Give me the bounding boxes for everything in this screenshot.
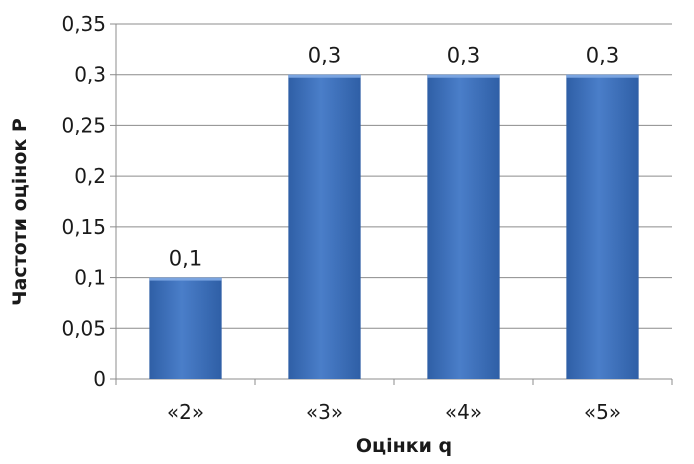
bar-top-highlight xyxy=(566,74,639,78)
bar xyxy=(149,277,222,379)
x-axis-title: Оцінки q xyxy=(356,435,452,457)
bar xyxy=(427,74,500,379)
data-label: 0,1 xyxy=(169,247,202,271)
bar xyxy=(288,74,361,379)
y-tick-label: 0 xyxy=(93,367,106,391)
data-label: 0,3 xyxy=(447,44,480,68)
x-tick-label: «2» xyxy=(167,400,204,424)
y-tick-label: 0,2 xyxy=(74,164,106,188)
y-tick-label: 0,1 xyxy=(74,266,106,290)
y-tick-labels: 0 0,05 0,1 0,15 0,2 0,25 0,3 0,35 xyxy=(61,12,106,391)
bar-top-highlight xyxy=(149,277,222,281)
y-tick-label: 0,3 xyxy=(74,63,106,87)
bar xyxy=(566,74,639,379)
bars: 0,1 0,3 0,3 0,3 xyxy=(149,44,639,379)
bar-top-highlight xyxy=(427,74,500,78)
x-tick-labels: «2» «3» «4» «5» xyxy=(167,400,621,424)
y-tick-label: 0,15 xyxy=(61,215,106,239)
y-axis-title: Частоти оцінок Р xyxy=(9,118,31,306)
x-tick-label: «5» xyxy=(584,400,621,424)
y-tick-label: 0,35 xyxy=(61,12,106,36)
x-tick-label: «4» xyxy=(445,400,482,424)
data-label: 0,3 xyxy=(586,44,619,68)
bar-top-highlight xyxy=(288,74,361,78)
y-tick-label: 0,05 xyxy=(61,316,106,340)
y-tick-label: 0,25 xyxy=(61,113,106,137)
x-tick-label: «3» xyxy=(306,400,343,424)
data-label: 0,3 xyxy=(308,44,341,68)
